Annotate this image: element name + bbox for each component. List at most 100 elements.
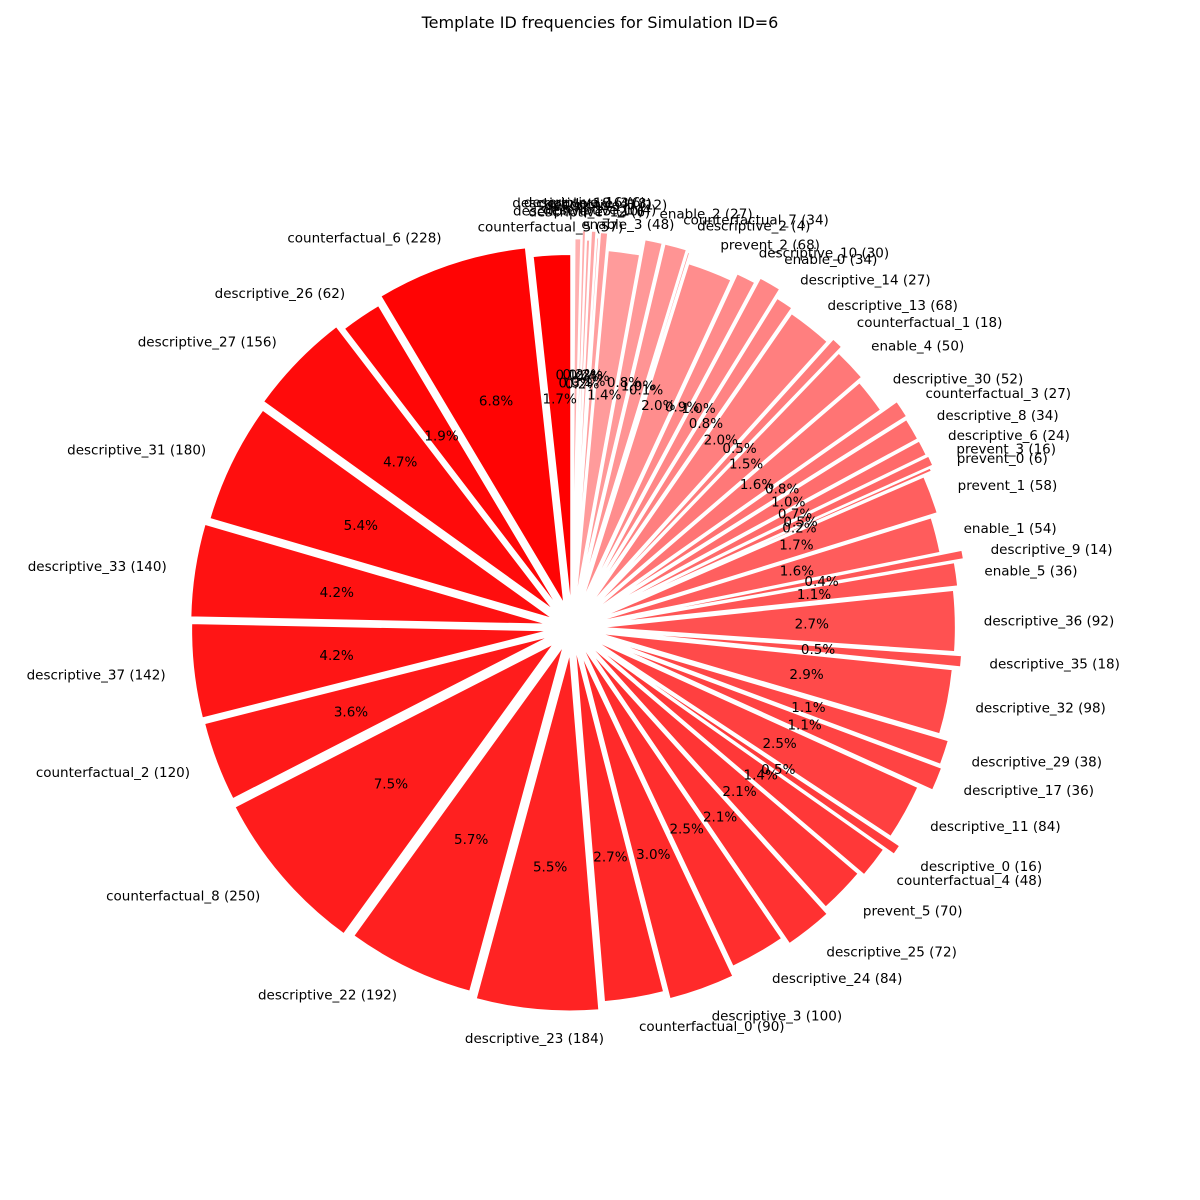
pie-slice (583, 639, 861, 910)
slice-label: descriptive_36 (92) (984, 613, 1114, 629)
slice-label: descriptive_9 (14) (991, 542, 1113, 558)
pie-slice (580, 242, 689, 594)
pie-slice (609, 548, 966, 622)
slice-label: prevent_2 (68) (720, 238, 820, 254)
slice-label: descriptive_22 (192) (258, 987, 397, 1003)
slice-percent-label: 1.1% (787, 717, 821, 733)
slice-percent-label: 0.1% (556, 367, 590, 383)
slice-label: descriptive_12 (6) (528, 205, 650, 221)
pie-slice (579, 261, 733, 607)
slice-percent-label: 4.2% (319, 648, 353, 664)
pie-slice (595, 588, 957, 654)
slice-label: descriptive_14 (27) (800, 272, 930, 288)
slice-percent-label: 0.1% (629, 383, 663, 399)
pie-slice (604, 454, 935, 614)
slice-percent-label: 0.5% (801, 642, 835, 658)
slice-percent-label: 0.5% (761, 762, 795, 778)
slice-percent-label: 2.1% (703, 809, 737, 825)
slice-percent-label: 1.0% (771, 495, 805, 511)
slice-label: descriptive_23 (184) (465, 1031, 604, 1047)
pie-slice (593, 474, 940, 621)
slice-label: descriptive_32 (98) (975, 700, 1105, 716)
pie-slice (589, 276, 782, 596)
pie-slice (601, 399, 909, 609)
pie-slice (579, 650, 735, 1001)
slice-percent-label: 4.2% (320, 585, 354, 601)
slice-label: descriptive_27 (156) (138, 335, 277, 351)
slice-label: descriptive_13 (68) (827, 298, 957, 314)
slice-percent-label: 0.3% (559, 375, 593, 391)
slice-percent-label: 2.5% (669, 822, 703, 838)
slice-label: descriptive_10 (30) (759, 246, 889, 262)
slice-label: descriptive_37 (142) (27, 667, 166, 683)
slice-label: enable_3 (48) (581, 217, 674, 233)
slice-percent-label: 2.0% (641, 398, 675, 414)
pie-slice (603, 637, 951, 767)
slice-label: descriptive_0 (16) (920, 859, 1042, 875)
pie-slice (208, 408, 556, 621)
pie-slice (601, 417, 920, 612)
slice-label: descriptive_6 (24) (948, 428, 1070, 444)
slice-percent-label: 5.4% (344, 518, 378, 534)
slice-label: counterfactual_5 (57) (478, 220, 624, 236)
slice-percent-label: 0.9% (665, 400, 699, 416)
slice-percent-label: 1.5% (729, 457, 763, 473)
slice-label: enable_5 (36) (984, 563, 1077, 579)
slice-label: descriptive_11 (84) (930, 819, 1060, 835)
slice-percent-label: 0.5% (783, 514, 817, 530)
slice-label: counterfactual_4 (48) (897, 873, 1043, 889)
slice-label: counterfactual_7 (34) (683, 212, 829, 228)
slice-percent-label: 0.2% (565, 376, 599, 392)
slice-percent-label: 1.7% (543, 391, 577, 407)
slice-percent-label: 1.7% (779, 538, 813, 554)
slice-label: counterfactual_1 (18) (857, 315, 1003, 331)
pie-slice (573, 643, 666, 1004)
slice-label: counterfactual_8 (250) (106, 888, 260, 904)
slice-label: descriptive_31 (180) (67, 443, 206, 459)
slice-label: descriptive_3 (100) (712, 1009, 842, 1025)
pie-slice (586, 311, 830, 610)
slice-percent-label: 0.1% (571, 374, 605, 390)
slice-percent-label: 2.5% (762, 736, 796, 752)
pie-slice (586, 296, 794, 605)
slice-percent-label: 0.8% (765, 481, 799, 497)
pie-slice (261, 324, 557, 613)
pie-slice (588, 351, 864, 613)
slice-label: enable_0 (34) (784, 252, 877, 268)
pie-slice (578, 640, 784, 969)
chart-title: Template ID frequencies for Simulation I… (421, 13, 779, 32)
slice-percent-label: 1.0% (681, 401, 715, 417)
pie-percent-labels: 1.7% 6.8% 1.9% 4.7% 5.4% 4.2% 4.2% 3.6% 7.5% 5.7%… (319, 367, 839, 875)
slice-label: descriptive_24 (84) (772, 971, 902, 987)
pie-slice (202, 634, 554, 801)
pie-slice (584, 272, 757, 601)
slice-label: prevent_0 (6) (957, 451, 1048, 467)
slice-percent-label: 0.8% (607, 375, 641, 391)
slice-label: prevent_5 (70) (863, 904, 963, 920)
slice-percent-label: 1.9% (424, 428, 458, 444)
slice-percent-label: 7.5% (374, 776, 408, 792)
slice-label: descriptive_5 (12) (545, 197, 667, 213)
slice-label: descriptive_17 (36) (964, 783, 1094, 799)
slice-label: descriptive_33 (140) (28, 559, 167, 575)
slice-label: descriptive_25 (72) (826, 945, 956, 961)
slice-percent-label: 2.7% (593, 849, 627, 865)
pie-slice (585, 645, 830, 946)
slice-label: descriptive_8 (34) (937, 408, 1059, 424)
slice-label: descriptive_18 (3) (512, 195, 634, 211)
slice-percent-label: 0.4% (575, 369, 609, 385)
slice-percent-label: 2.1% (722, 784, 756, 800)
slice-label: descriptive_1 (4) (543, 203, 656, 219)
pie-slice (587, 516, 942, 625)
slice-percent-label: 1.4% (587, 388, 621, 404)
slice-percent-label: 0.7% (778, 507, 812, 523)
pie-slice (599, 560, 960, 626)
pie-slice (602, 439, 929, 614)
pie-slice (590, 637, 920, 839)
slice-label: prevent_3 (16) (956, 442, 1056, 458)
pie-slice (573, 248, 642, 609)
pie-slice (573, 229, 598, 591)
slice-percent-label: 3.6% (334, 704, 368, 720)
slice-percent-label: 0.4% (804, 574, 838, 590)
slice-label: counterfactual_2 (120) (36, 765, 190, 781)
